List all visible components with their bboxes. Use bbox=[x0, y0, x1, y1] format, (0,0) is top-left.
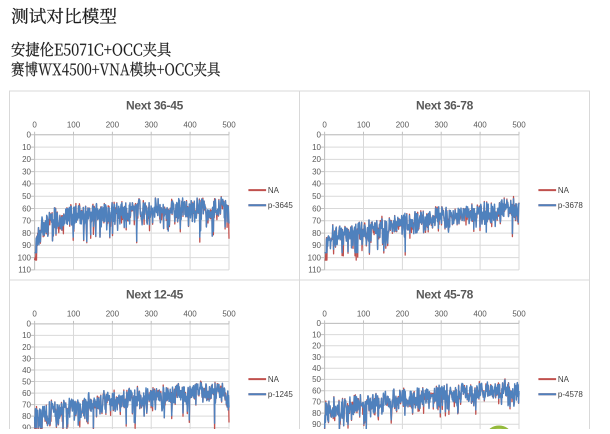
svg-text:70: 70 bbox=[22, 217, 31, 226]
svg-text:90: 90 bbox=[22, 241, 31, 250]
svg-text:500: 500 bbox=[512, 120, 526, 129]
svg-text:Next 36-78: Next 36-78 bbox=[416, 99, 474, 113]
svg-text:300: 300 bbox=[145, 309, 159, 318]
svg-text:400: 400 bbox=[473, 120, 487, 129]
svg-text:0: 0 bbox=[27, 320, 32, 329]
svg-text:200: 200 bbox=[396, 309, 410, 318]
svg-text:40: 40 bbox=[312, 364, 321, 373]
svg-text:100: 100 bbox=[67, 309, 81, 318]
svg-text:90: 90 bbox=[312, 241, 321, 250]
svg-text:20: 20 bbox=[312, 155, 321, 164]
svg-text:0: 0 bbox=[32, 309, 37, 318]
svg-text:300: 300 bbox=[435, 120, 449, 129]
svg-text:p-3645: p-3645 bbox=[268, 201, 293, 210]
svg-text:30: 30 bbox=[312, 353, 321, 362]
svg-text:110: 110 bbox=[308, 266, 321, 275]
svg-text:10: 10 bbox=[312, 330, 321, 339]
svg-text:0: 0 bbox=[32, 120, 37, 129]
svg-text:40: 40 bbox=[22, 366, 31, 375]
svg-text:300: 300 bbox=[145, 120, 159, 129]
svg-text:200: 200 bbox=[396, 120, 410, 129]
svg-text:100: 100 bbox=[18, 253, 32, 262]
svg-text:90: 90 bbox=[22, 424, 31, 430]
svg-text:20: 20 bbox=[22, 155, 31, 164]
svg-text:500: 500 bbox=[222, 309, 236, 318]
svg-text:NA: NA bbox=[558, 186, 570, 195]
svg-text:30: 30 bbox=[22, 354, 31, 363]
svg-text:p-3678: p-3678 bbox=[558, 201, 583, 210]
svg-text:200: 200 bbox=[106, 120, 120, 129]
svg-text:10: 10 bbox=[22, 143, 31, 152]
svg-text:80: 80 bbox=[312, 229, 321, 238]
svg-text:40: 40 bbox=[22, 180, 31, 189]
svg-text:80: 80 bbox=[22, 229, 31, 238]
svg-text:p-1245: p-1245 bbox=[268, 390, 293, 399]
svg-text:NA: NA bbox=[268, 186, 280, 195]
svg-text:NA: NA bbox=[268, 375, 280, 384]
svg-text:400: 400 bbox=[183, 309, 197, 318]
svg-text:0: 0 bbox=[322, 120, 327, 129]
svg-text:500: 500 bbox=[512, 309, 526, 318]
svg-text:400: 400 bbox=[183, 120, 197, 129]
svg-text:20: 20 bbox=[312, 342, 321, 351]
svg-text:60: 60 bbox=[312, 387, 321, 396]
svg-text:100: 100 bbox=[357, 120, 371, 129]
svg-text:0: 0 bbox=[317, 131, 322, 140]
svg-text:50: 50 bbox=[22, 192, 31, 201]
svg-text:60: 60 bbox=[22, 204, 31, 213]
svg-text:0: 0 bbox=[27, 131, 32, 140]
svg-text:90: 90 bbox=[312, 420, 321, 429]
svg-text:80: 80 bbox=[312, 409, 321, 418]
svg-text:40: 40 bbox=[312, 180, 321, 189]
svg-text:100: 100 bbox=[308, 253, 322, 262]
svg-text:0: 0 bbox=[317, 319, 322, 328]
svg-text:50: 50 bbox=[312, 192, 321, 201]
svg-text:500: 500 bbox=[222, 120, 236, 129]
svg-text:300: 300 bbox=[435, 309, 449, 318]
svg-text:p-4578: p-4578 bbox=[558, 390, 583, 399]
svg-text:100: 100 bbox=[67, 120, 81, 129]
svg-text:60: 60 bbox=[22, 389, 31, 398]
svg-text:10: 10 bbox=[22, 331, 31, 340]
svg-text:30: 30 bbox=[22, 167, 31, 176]
svg-text:Next 12-45: Next 12-45 bbox=[126, 288, 184, 302]
svg-text:30: 30 bbox=[312, 167, 321, 176]
svg-text:50: 50 bbox=[22, 377, 31, 386]
svg-text:60: 60 bbox=[312, 204, 321, 213]
svg-text:70: 70 bbox=[312, 217, 321, 226]
svg-text:Next 45-78: Next 45-78 bbox=[416, 288, 474, 302]
svg-text:80: 80 bbox=[22, 412, 31, 421]
svg-text:0: 0 bbox=[322, 309, 327, 318]
svg-text:200: 200 bbox=[106, 309, 120, 318]
svg-text:70: 70 bbox=[312, 398, 321, 407]
svg-text:70: 70 bbox=[22, 400, 31, 409]
svg-text:100: 100 bbox=[357, 309, 371, 318]
svg-text:Next 36-45: Next 36-45 bbox=[126, 99, 184, 113]
svg-text:NA: NA bbox=[558, 375, 570, 384]
svg-text:400: 400 bbox=[473, 309, 487, 318]
svg-text:10: 10 bbox=[312, 143, 321, 152]
svg-text:110: 110 bbox=[18, 266, 31, 275]
svg-text:50: 50 bbox=[312, 375, 321, 384]
svg-text:20: 20 bbox=[22, 343, 31, 352]
